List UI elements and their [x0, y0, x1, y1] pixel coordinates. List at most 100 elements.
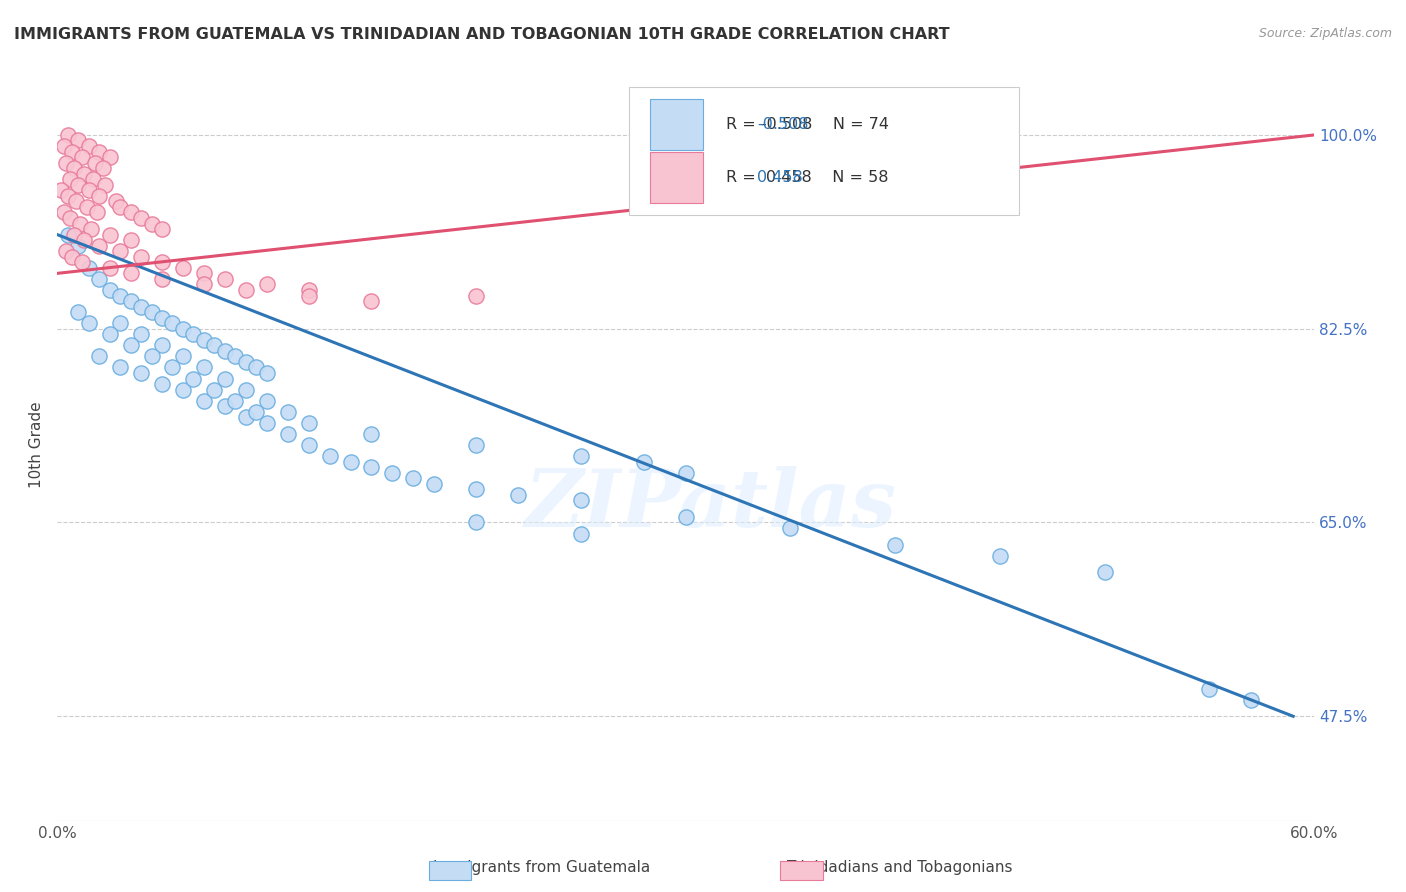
Point — [256, 277, 278, 292]
Point — [120, 266, 142, 280]
Point — [77, 260, 100, 275]
Point — [193, 393, 215, 408]
Point — [55, 155, 77, 169]
Point — [360, 460, 382, 475]
Point — [77, 139, 100, 153]
Point — [150, 310, 173, 325]
Point — [318, 449, 340, 463]
Point — [91, 161, 114, 176]
Point — [202, 383, 225, 397]
Point — [465, 438, 488, 452]
Point — [129, 300, 152, 314]
Point — [108, 360, 131, 375]
Point — [150, 338, 173, 352]
Point — [56, 189, 79, 203]
Point — [193, 360, 215, 375]
Point — [202, 338, 225, 352]
Point — [60, 145, 83, 159]
Point — [224, 350, 246, 364]
Point — [52, 139, 75, 153]
Point — [675, 510, 697, 524]
Text: IMMIGRANTS FROM GUATEMALA VS TRINIDADIAN AND TOBAGONIAN 10TH GRADE CORRELATION C: IMMIGRANTS FROM GUATEMALA VS TRINIDADIAN… — [14, 27, 949, 42]
Point — [298, 438, 321, 452]
Point — [108, 288, 131, 302]
Point — [988, 549, 1011, 563]
Point — [104, 194, 127, 209]
Point — [129, 250, 152, 264]
Point — [73, 233, 96, 247]
Point — [1240, 692, 1263, 706]
Point — [465, 516, 488, 530]
Point — [465, 483, 488, 497]
Text: -0.508: -0.508 — [758, 118, 808, 132]
Point — [89, 238, 111, 252]
Point — [150, 377, 173, 392]
Point — [633, 454, 655, 468]
Point — [72, 150, 94, 164]
FancyBboxPatch shape — [628, 87, 1019, 215]
Point — [569, 493, 592, 508]
Point — [235, 283, 257, 297]
Point — [172, 383, 194, 397]
Point — [402, 471, 425, 485]
Text: R =  0.458    N = 58: R = 0.458 N = 58 — [725, 170, 889, 186]
Point — [98, 150, 121, 164]
Point — [56, 128, 79, 142]
Point — [108, 200, 131, 214]
Point — [298, 416, 321, 430]
Point — [94, 178, 117, 192]
Point — [108, 244, 131, 259]
Point — [1198, 681, 1220, 696]
Point — [381, 466, 404, 480]
Point — [256, 393, 278, 408]
Point — [77, 316, 100, 330]
Point — [506, 488, 529, 502]
Point — [423, 476, 446, 491]
Point — [67, 238, 90, 252]
Point — [72, 255, 94, 269]
Point — [73, 167, 96, 181]
Point — [183, 371, 205, 385]
Point — [120, 205, 142, 219]
Point — [884, 538, 907, 552]
Point — [214, 343, 236, 358]
Point — [89, 272, 111, 286]
Point — [675, 466, 697, 480]
Point — [360, 426, 382, 441]
Point — [141, 350, 163, 364]
Point — [172, 322, 194, 336]
Point — [108, 316, 131, 330]
Point — [67, 305, 90, 319]
Point — [277, 426, 299, 441]
Point — [59, 211, 82, 225]
Point — [59, 172, 82, 186]
Point — [98, 327, 121, 342]
Point — [214, 371, 236, 385]
Point — [235, 355, 257, 369]
Point — [1094, 566, 1116, 580]
Point — [256, 416, 278, 430]
Y-axis label: 10th Grade: 10th Grade — [30, 401, 44, 488]
Point — [80, 222, 103, 236]
Text: R = -0.508    N = 74: R = -0.508 N = 74 — [725, 118, 889, 132]
Text: Source: ZipAtlas.com: Source: ZipAtlas.com — [1258, 27, 1392, 40]
Point — [129, 327, 152, 342]
Point — [65, 194, 87, 209]
Point — [150, 272, 173, 286]
Point — [150, 255, 173, 269]
Point — [69, 217, 91, 231]
Point — [98, 227, 121, 242]
Point — [235, 410, 257, 425]
Point — [162, 360, 184, 375]
Point — [77, 183, 100, 197]
Point — [67, 178, 90, 192]
Point — [89, 350, 111, 364]
Point — [569, 449, 592, 463]
Point — [245, 405, 267, 419]
Point — [172, 350, 194, 364]
Point — [98, 260, 121, 275]
Point — [51, 183, 73, 197]
Point — [214, 399, 236, 413]
Point — [298, 288, 321, 302]
Point — [141, 217, 163, 231]
